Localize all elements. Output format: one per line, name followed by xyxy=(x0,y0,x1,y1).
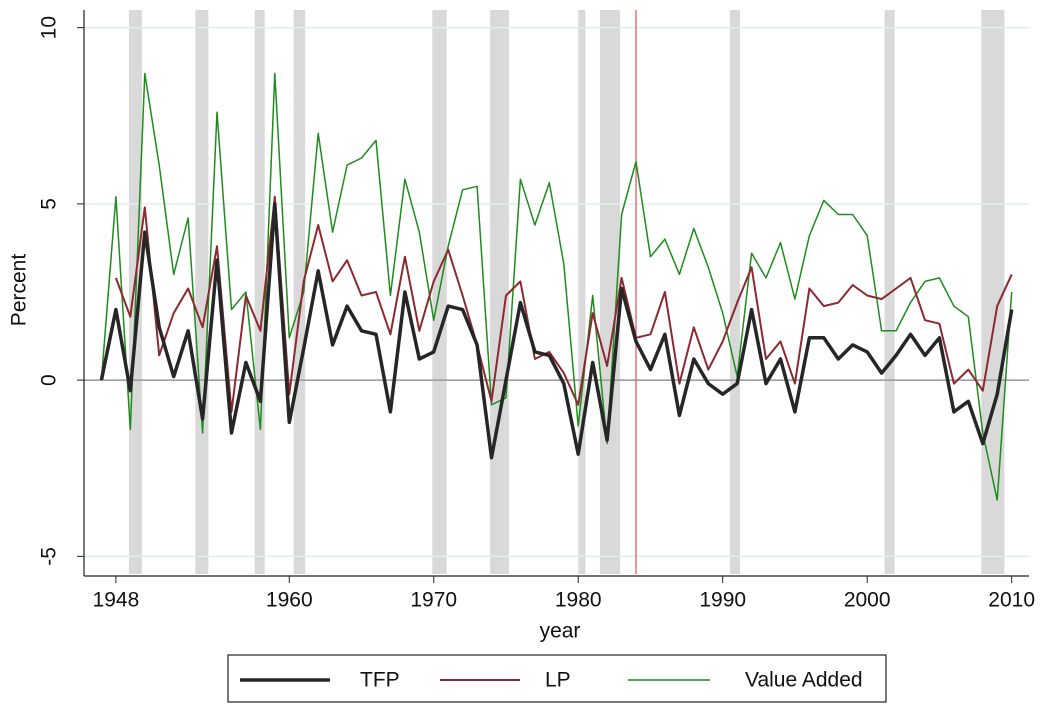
x-tick-label: 1960 xyxy=(266,589,313,612)
legend-label: LP xyxy=(545,669,571,692)
recession-band xyxy=(490,10,509,574)
x-tick-label: 1970 xyxy=(410,589,457,612)
y-tick-label: -5 xyxy=(38,547,61,566)
x-tick-label: 1990 xyxy=(699,589,746,612)
legend-label: Value Added xyxy=(745,669,863,692)
y-axis-label: Percent xyxy=(8,254,31,327)
x-axis-label: year xyxy=(540,620,581,643)
recession-band xyxy=(981,10,1005,574)
recession-band xyxy=(729,10,741,574)
recession-band xyxy=(254,10,265,574)
legend-label: TFP xyxy=(360,669,400,692)
x-tick-label: 1980 xyxy=(555,589,602,612)
y-tick-label: 0 xyxy=(38,374,61,386)
x-tick-label: 2010 xyxy=(988,589,1035,612)
recession-band xyxy=(884,10,895,574)
recession-band xyxy=(195,10,209,574)
recession-band xyxy=(578,10,586,574)
series-line xyxy=(99,202,1014,460)
series-line xyxy=(100,72,1013,501)
x-tick-label: 1948 xyxy=(93,589,140,612)
x-tick-label: 2000 xyxy=(844,589,891,612)
y-tick-label: 10 xyxy=(38,16,61,39)
legend-box xyxy=(227,654,887,703)
y-tick-label: 5 xyxy=(38,198,61,210)
recession-band xyxy=(293,10,306,574)
series-line xyxy=(114,195,1013,413)
